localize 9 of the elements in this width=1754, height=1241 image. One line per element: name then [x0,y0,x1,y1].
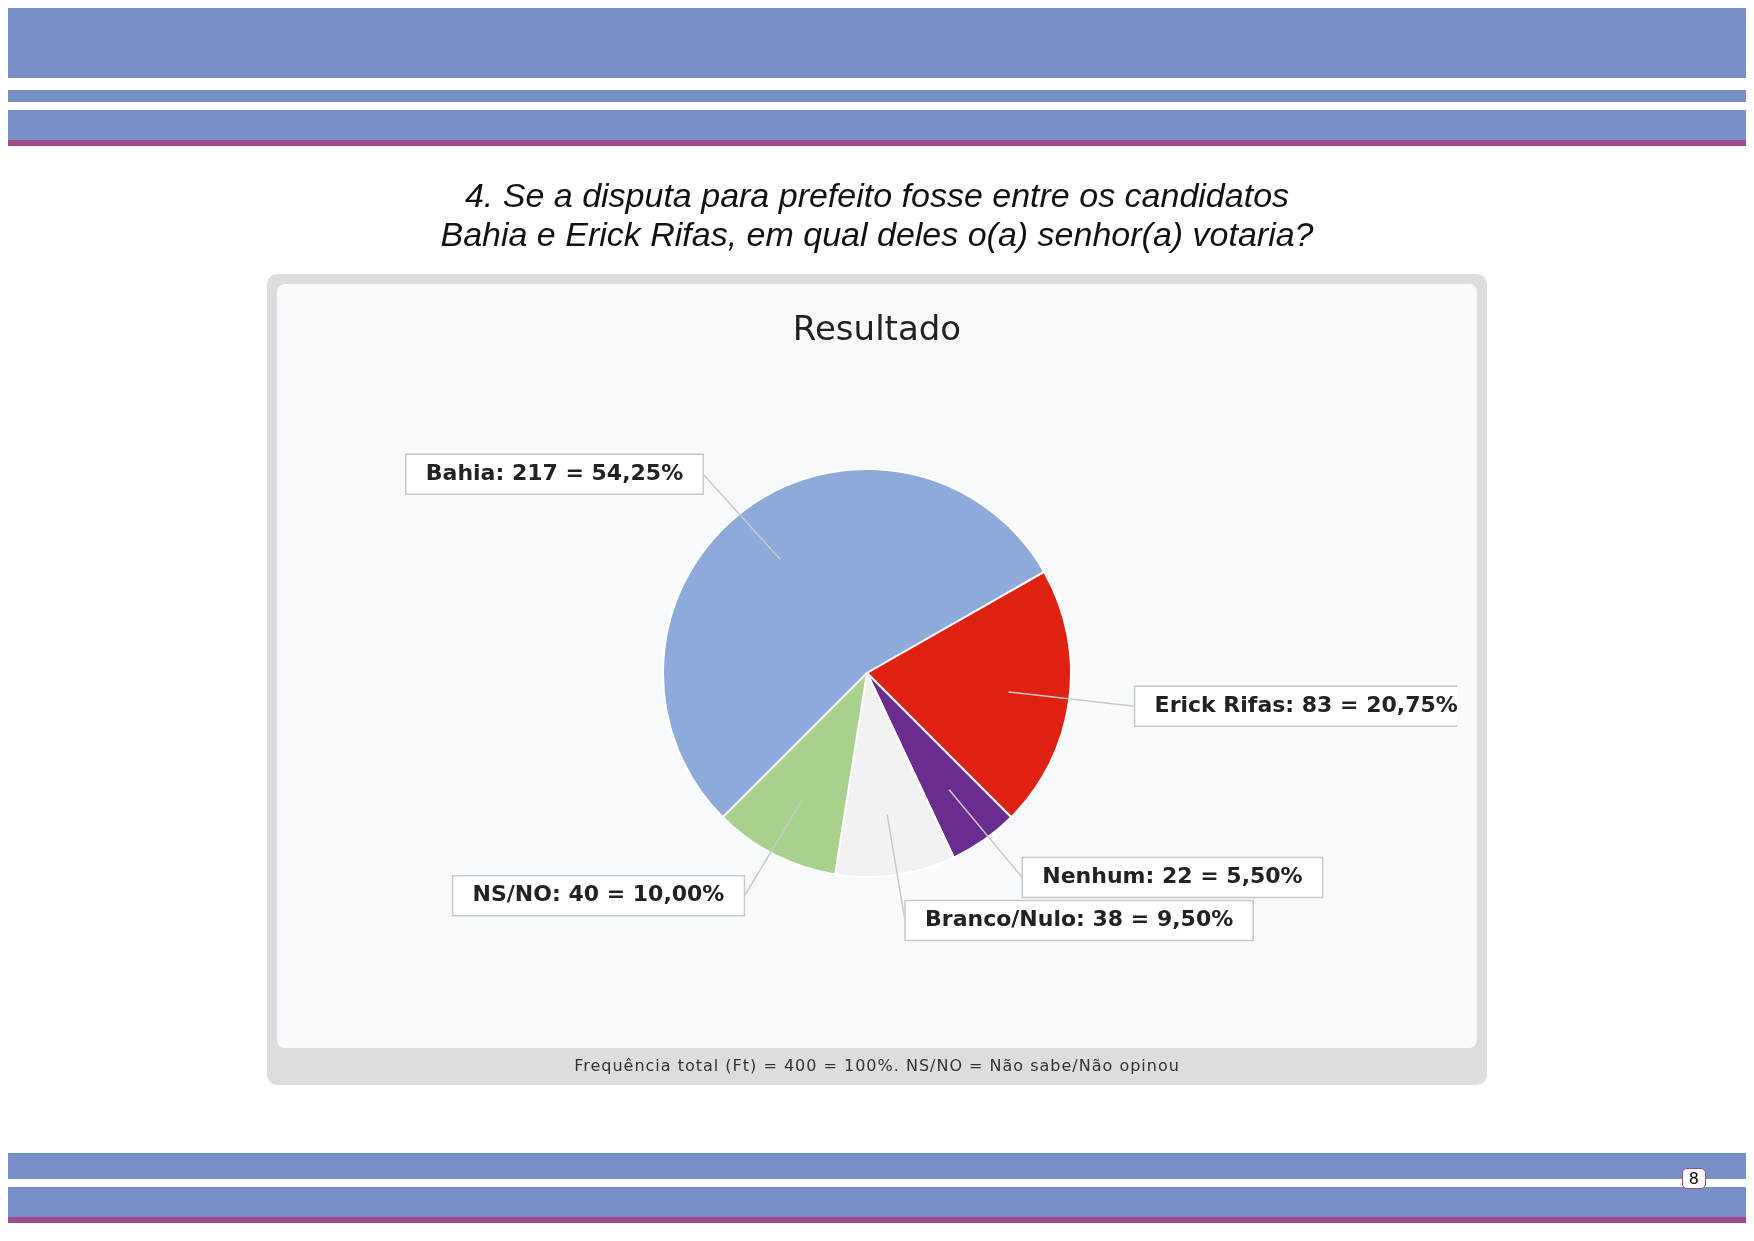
slice-label: Bahia: 217 = 54,25% [425,459,684,485]
text: Frequência total (Ft) = 400 = 100%. NS/NO = Não sabe/Não opinou [573,1055,1181,1075]
chart-title: 4. Se a disputa para prefeito fosse entre os candidatos Bahia e Erick Rifas, em qual deles o(a) senhor(a) votaria? [439,176,1315,254]
slice-label: Branco/Nulo: 38 = 9,50% [925,906,1234,932]
text: 8 [1681,1168,1706,1189]
chart-subtitle: Resultado [791,307,963,348]
slice-label: NS/NO: 40 = 10,00% [472,881,725,907]
slice-label: Nenhum: 22 = 5,50% [1042,863,1303,889]
slice-label: Erick Rifas: 83 = 20,75% [1154,692,1458,717]
